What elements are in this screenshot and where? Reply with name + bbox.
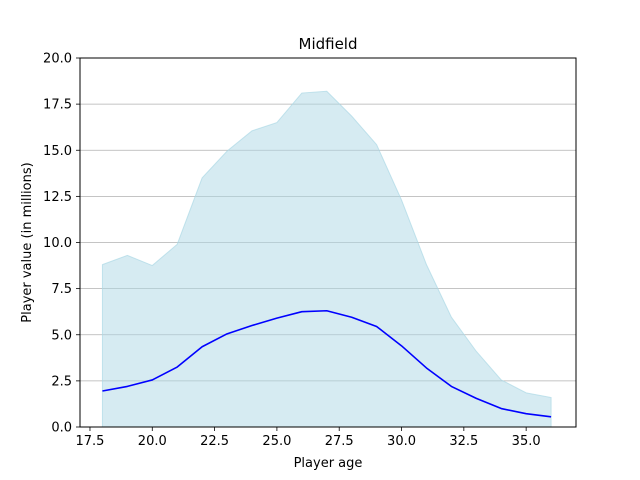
y-tick-label: 17.5 bbox=[43, 98, 72, 113]
y-tick-label: 15.0 bbox=[43, 144, 72, 159]
y-tick-label: 2.5 bbox=[51, 374, 72, 389]
x-axis-title: Player age bbox=[294, 456, 363, 471]
y-tick-label: 0.0 bbox=[51, 421, 72, 436]
y-tick-label: 5.0 bbox=[51, 328, 72, 343]
x-tick-label: 30.0 bbox=[387, 434, 416, 449]
y-axis: 0.0 2.5 5.0 7.5 10.0 12.5 15.0 17.5 20.0 bbox=[43, 52, 80, 436]
x-axis: 17.5 20.0 22.5 25.0 27.5 30.0 32.5 35.0 bbox=[75, 427, 541, 449]
x-tick-label: 35.0 bbox=[512, 434, 541, 449]
y-tick-label: 7.5 bbox=[51, 282, 72, 297]
x-tick-label: 32.5 bbox=[449, 434, 478, 449]
x-tick-label: 27.5 bbox=[325, 434, 354, 449]
x-tick-label: 25.0 bbox=[262, 434, 291, 449]
x-tick-label: 20.0 bbox=[138, 434, 167, 449]
y-tick-label: 10.0 bbox=[43, 236, 72, 251]
x-tick-label: 22.5 bbox=[200, 434, 229, 449]
y-axis-title: Player value (in millions) bbox=[20, 162, 35, 322]
y-tick-label: 12.5 bbox=[43, 190, 72, 205]
x-tick-label: 17.5 bbox=[75, 434, 104, 449]
line-layer bbox=[102, 309, 552, 418]
chart-title: Midfield bbox=[299, 35, 358, 53]
y-tick-label: 20.0 bbox=[43, 52, 72, 67]
